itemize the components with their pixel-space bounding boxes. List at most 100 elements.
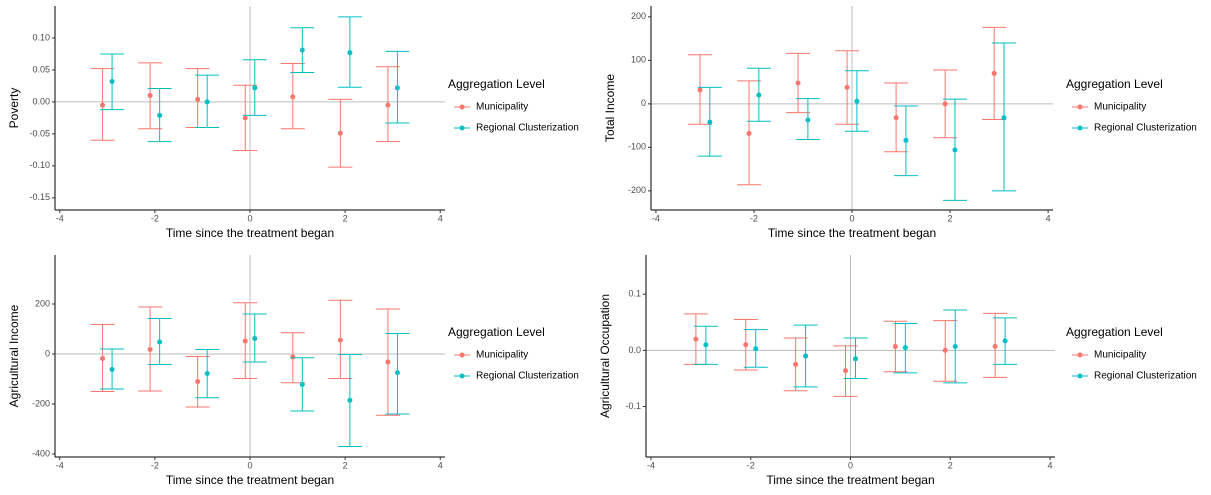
y-tick-label: 0.05	[32, 64, 50, 74]
point	[204, 99, 210, 105]
x-tick-label: 4	[1046, 213, 1051, 223]
x-tick-label: 2	[343, 213, 348, 223]
point	[892, 343, 898, 349]
legend-entry: Municipality	[1094, 350, 1146, 361]
x-axis-title: Time since the treatment began	[768, 226, 936, 240]
point	[805, 117, 811, 123]
legend-entry: Regional Clusterization	[476, 123, 579, 134]
point	[337, 130, 343, 136]
point	[903, 137, 909, 143]
x-tick-label: -4	[647, 460, 655, 470]
x-tick-label: 2	[948, 460, 953, 470]
point	[1002, 338, 1008, 344]
x-tick-label: -2	[151, 213, 159, 223]
point	[991, 70, 997, 76]
point	[854, 98, 860, 104]
point	[394, 370, 400, 376]
y-tick-label: -200	[32, 398, 50, 408]
y-tick-label: 0.10	[32, 32, 50, 42]
y-tick-label: 0.0	[628, 345, 641, 355]
point	[347, 50, 353, 56]
x-axis-title: Time since the treatment began	[166, 473, 334, 487]
y-tick-label: -100	[628, 142, 646, 152]
point	[707, 119, 713, 125]
point	[109, 78, 115, 84]
y-tick-label: 200	[631, 11, 646, 21]
point	[756, 92, 762, 98]
legend-entry: Municipality	[476, 350, 528, 361]
point	[290, 94, 296, 100]
point	[252, 336, 258, 341]
x-tick-label: -2	[750, 213, 758, 223]
point	[100, 102, 106, 108]
x-tick-label: -2	[151, 460, 159, 470]
point	[843, 368, 849, 374]
x-tick-label: 0	[247, 213, 252, 223]
point	[195, 379, 201, 384]
y-tick-label: -0.10	[29, 160, 50, 170]
point	[385, 102, 391, 108]
point	[746, 130, 752, 136]
legend-key-point	[1077, 104, 1083, 110]
point	[703, 342, 709, 348]
point	[795, 80, 801, 86]
point	[299, 47, 305, 53]
point	[242, 338, 248, 344]
point	[852, 356, 858, 362]
point	[1001, 115, 1007, 121]
point	[157, 339, 163, 345]
point	[803, 353, 809, 359]
x-tick-label: 0	[849, 213, 854, 223]
point	[693, 336, 699, 342]
legend-key-point	[1077, 125, 1083, 131]
point	[793, 361, 799, 367]
point	[147, 347, 153, 352]
point	[942, 101, 948, 107]
y-tick-label: -0.05	[29, 128, 50, 138]
y-tick-label: 0	[45, 348, 50, 358]
y-tick-label: 100	[631, 55, 646, 65]
point	[242, 115, 248, 121]
y-tick-label: 0	[641, 98, 646, 108]
legend-entry: Municipality	[476, 102, 528, 113]
point	[753, 346, 759, 352]
point	[952, 343, 958, 349]
legend-entry: Municipality	[1094, 102, 1146, 113]
y-tick-label: -0.15	[29, 192, 50, 202]
point	[195, 96, 201, 102]
legend-title: Aggregation Level	[1066, 77, 1163, 91]
x-tick-label: -4	[652, 213, 660, 223]
legend-entry: Regional Clusterization	[1094, 123, 1197, 134]
legend-key-point	[1077, 373, 1083, 379]
x-tick-label: 0	[848, 460, 853, 470]
y-axis-title: Agricultural Income	[7, 304, 21, 407]
point	[385, 359, 391, 365]
point	[992, 343, 998, 349]
y-tick-label: -0.1	[625, 401, 641, 411]
y-tick-label: -200	[628, 185, 646, 195]
x-tick-label: -4	[56, 213, 64, 223]
point	[942, 347, 948, 353]
point	[157, 112, 163, 118]
point	[290, 354, 296, 360]
legend-key-point	[459, 373, 465, 379]
point	[697, 87, 703, 93]
y-tick-label: 0.1	[628, 289, 641, 299]
legend-key-point	[459, 352, 465, 358]
point	[204, 371, 210, 376]
x-tick-label: -2	[747, 460, 755, 470]
y-axis-title: Agricultural Occupation	[598, 294, 612, 418]
x-tick-label: 2	[343, 460, 348, 470]
y-axis-title: Poverty	[7, 88, 21, 129]
x-tick-label: 4	[438, 460, 443, 470]
legend-key-point	[459, 125, 465, 131]
y-tick-label: 0.00	[32, 96, 50, 106]
point	[743, 342, 749, 348]
legend-key-point	[459, 104, 465, 110]
point	[299, 382, 305, 387]
legend-key-point	[1077, 352, 1083, 358]
x-tick-label: 2	[948, 213, 953, 223]
legend-title: Aggregation Level	[448, 325, 545, 339]
point	[893, 115, 899, 121]
